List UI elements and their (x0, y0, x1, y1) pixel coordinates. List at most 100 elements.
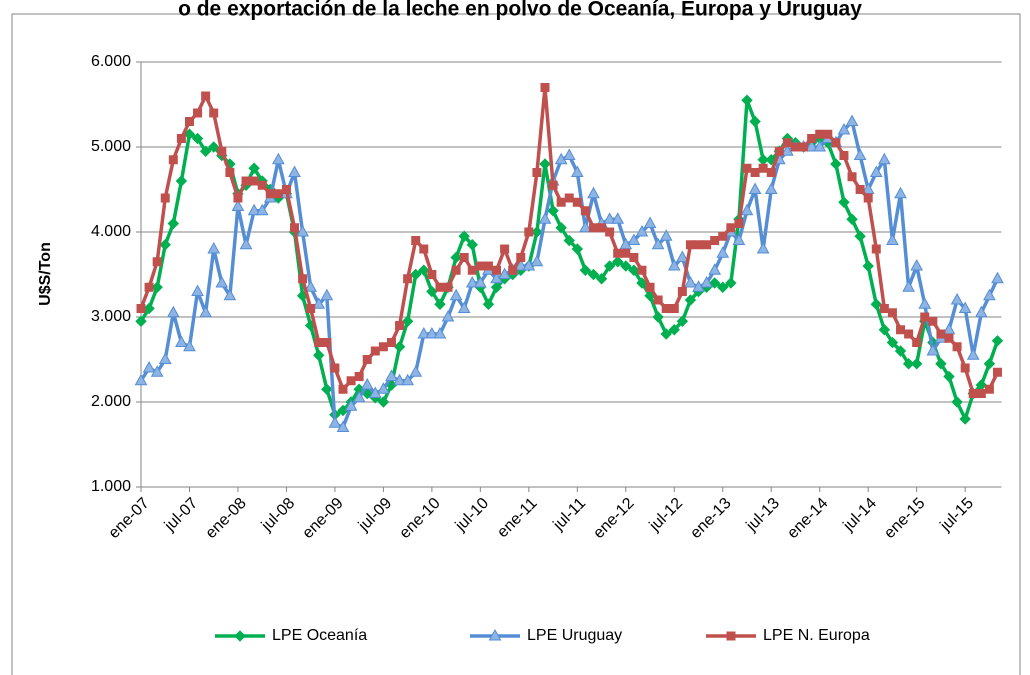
data-point (815, 129, 825, 139)
data-point (660, 328, 672, 340)
data-point (312, 297, 326, 309)
data-point (524, 227, 534, 237)
data-point (587, 186, 600, 199)
data-point (935, 358, 947, 370)
data-point (298, 274, 308, 284)
data-point (983, 288, 996, 301)
data-point (465, 275, 479, 288)
data-point (725, 277, 737, 289)
data-point (887, 308, 897, 318)
data-point (813, 139, 827, 152)
data-point (395, 321, 405, 330)
data-point (143, 302, 155, 315)
legend-marker (726, 631, 736, 641)
data-point (378, 342, 388, 352)
data-point (540, 83, 550, 92)
data-point (435, 282, 445, 292)
y-tick-label: 2.000 (91, 393, 131, 410)
data-point (410, 268, 422, 281)
data-point (231, 199, 245, 211)
data-point (199, 145, 212, 157)
data-point (968, 389, 978, 398)
data-point (668, 324, 680, 336)
data-point (191, 132, 204, 145)
data-point (411, 236, 421, 245)
data-point (959, 413, 971, 425)
data-point (288, 165, 301, 177)
data-point (854, 230, 866, 242)
data-point (635, 224, 649, 237)
data-point (910, 358, 923, 370)
data-point (991, 335, 1004, 347)
data-point (136, 304, 146, 313)
data-point (425, 326, 439, 339)
data-point (734, 219, 744, 228)
data-point (845, 114, 859, 126)
data-point (538, 212, 552, 224)
data-point (726, 223, 736, 233)
data-point (281, 185, 291, 194)
data-point (320, 288, 334, 301)
data-point (677, 287, 687, 296)
data-point (451, 265, 461, 275)
data-point (823, 129, 833, 139)
data-point (807, 134, 817, 143)
data-point (393, 341, 406, 353)
data-point (249, 176, 259, 186)
data-point (653, 295, 663, 305)
data-point (750, 168, 760, 177)
data-point (974, 305, 988, 318)
data-point (570, 165, 584, 177)
data-point (322, 338, 332, 347)
data-point (482, 298, 495, 310)
data-point (831, 138, 841, 148)
data-point (459, 253, 469, 262)
data-point (386, 338, 396, 347)
data-point (547, 205, 559, 217)
data-point (555, 222, 567, 234)
data-point (579, 220, 592, 233)
data-point (853, 148, 867, 160)
data-point (548, 180, 558, 190)
data-point (667, 258, 681, 271)
data-point (483, 261, 493, 271)
data-point (943, 370, 955, 383)
data-point (183, 339, 196, 352)
data-point (904, 329, 914, 339)
data-point (572, 197, 582, 207)
data-point (756, 241, 770, 254)
data-point (992, 367, 1002, 377)
data-point (419, 244, 429, 254)
data-point (304, 280, 318, 292)
data-point (790, 142, 800, 152)
data-point (556, 197, 566, 207)
data-point (225, 168, 235, 177)
data-point (748, 182, 762, 194)
data-point (774, 146, 784, 156)
data-point (621, 248, 631, 258)
data-point (862, 260, 874, 272)
data-point (215, 275, 229, 288)
data-point (434, 298, 446, 310)
data-point (209, 108, 219, 118)
data-point (846, 213, 858, 225)
data-point (627, 233, 641, 245)
data-point (532, 168, 542, 177)
data-point (290, 223, 300, 233)
data-point (531, 226, 543, 238)
data-point (352, 390, 366, 403)
data-point (530, 254, 544, 267)
y-tick-label: 4.000 (91, 223, 131, 240)
legend-label: LPE Oceanía (272, 627, 367, 644)
data-point (912, 338, 922, 347)
chart-title: o de exportación de la leche en polvo de… (178, 0, 862, 21)
data-point (708, 263, 722, 275)
data-point (950, 292, 964, 305)
data-point (749, 115, 761, 128)
data-point (944, 333, 954, 343)
data-point (830, 158, 842, 170)
data-point (201, 91, 211, 101)
data-point (659, 229, 673, 241)
data-point (330, 363, 340, 373)
